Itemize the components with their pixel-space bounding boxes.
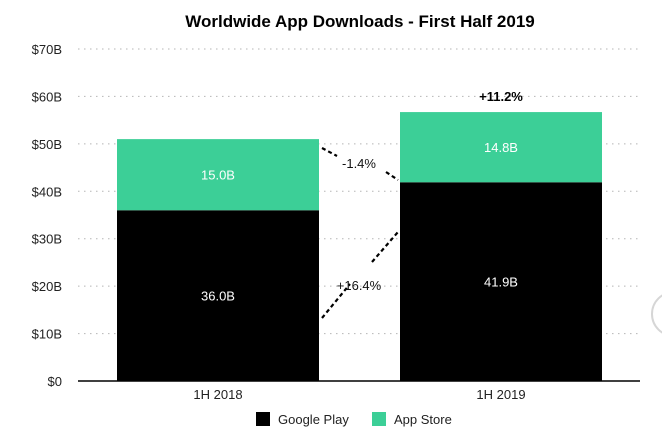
app-store-change-label: -1.4% bbox=[342, 156, 376, 171]
x-tick-label: 1H 2018 bbox=[193, 387, 242, 402]
x-axis-categories: 1H 2018 1H 2019 bbox=[193, 387, 525, 402]
google-play-change-label: +16.4% bbox=[337, 278, 382, 293]
y-tick-label: $40B bbox=[32, 184, 62, 199]
legend-label-app-store: App Store bbox=[394, 412, 452, 427]
y-tick-label: $10B bbox=[32, 327, 62, 342]
y-axis-ticks: $0 $10B $20B $30B $40B $50B $60B $70B bbox=[32, 42, 62, 389]
connector-app-store bbox=[321, 147, 338, 157]
bar-value-label: 14.8B bbox=[484, 140, 518, 155]
legend-label-google-play: Google Play bbox=[278, 412, 349, 427]
legend-swatch-app-store bbox=[372, 412, 386, 426]
total-change-label: +11.2% bbox=[479, 89, 523, 104]
page-edge-control[interactable] bbox=[651, 292, 662, 336]
bar-app-store-0 bbox=[117, 139, 319, 211]
x-tick-label: 1H 2019 bbox=[476, 387, 525, 402]
annotations: -1.4% +16.4% +11.2% bbox=[321, 89, 523, 319]
legend: Google Play App Store bbox=[256, 412, 452, 427]
y-tick-label: $0 bbox=[48, 374, 62, 389]
bar-google-play-1 bbox=[400, 182, 602, 381]
chart-title: Worldwide App Downloads - First Half 201… bbox=[185, 12, 535, 31]
y-tick-label: $30B bbox=[32, 232, 62, 247]
bar-google-play-0 bbox=[117, 210, 319, 381]
bar-value-label: 15.0B bbox=[201, 168, 235, 183]
legend-swatch-google-play bbox=[256, 412, 270, 426]
partial-circle-icon[interactable] bbox=[651, 292, 662, 336]
bars: 36.0B 15.0B 41.9B 14.8B bbox=[117, 112, 602, 381]
connector-google-play bbox=[321, 283, 351, 319]
y-tick-label: $60B bbox=[32, 89, 62, 104]
bar-value-label: 36.0B bbox=[201, 289, 235, 304]
y-tick-label: $50B bbox=[32, 137, 62, 152]
connector-app-store-end bbox=[385, 171, 399, 181]
y-tick-label: $70B bbox=[32, 42, 62, 57]
bar-value-label: 41.9B bbox=[484, 275, 518, 290]
connector-google-play-end bbox=[371, 231, 399, 263]
y-tick-label: $20B bbox=[32, 279, 62, 294]
bar-app-store-1 bbox=[400, 112, 602, 183]
